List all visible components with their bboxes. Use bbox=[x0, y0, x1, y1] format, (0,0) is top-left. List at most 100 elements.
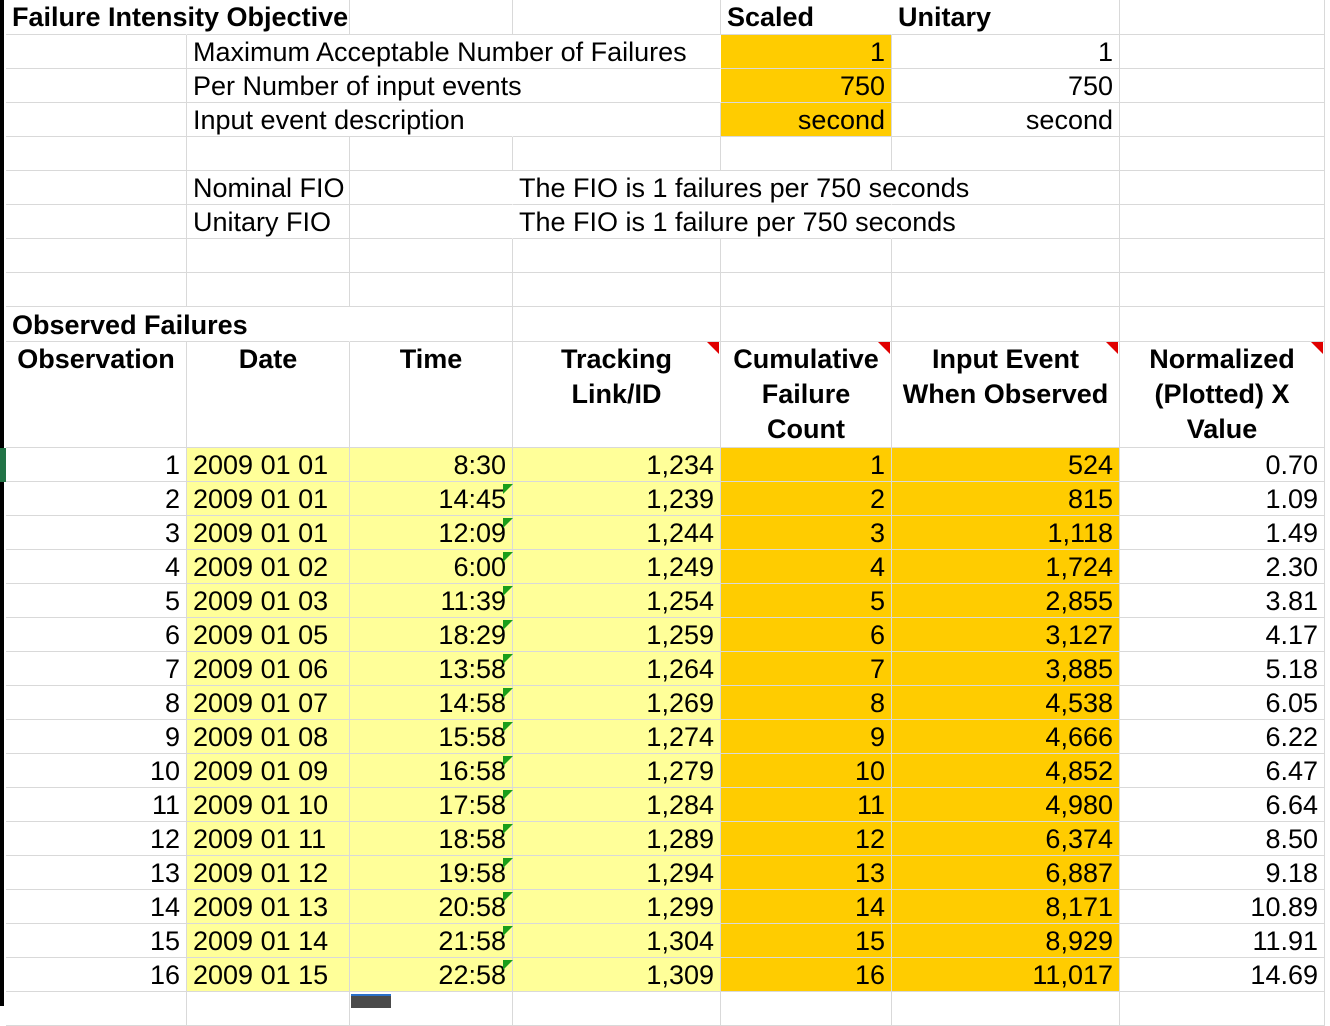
observation-time[interactable]: 21:58 bbox=[350, 924, 513, 958]
observation-number[interactable]: 3 bbox=[6, 516, 187, 550]
input-event-value[interactable]: 4,538 bbox=[892, 686, 1120, 720]
col-scaled-header[interactable]: Scaled bbox=[721, 0, 892, 35]
error-indicator-icon[interactable] bbox=[503, 654, 513, 664]
observation-time[interactable]: 8:30 bbox=[350, 448, 513, 482]
input-event-value[interactable]: 4,852 bbox=[892, 754, 1120, 788]
comment-marker-icon[interactable] bbox=[1311, 342, 1323, 354]
cell[interactable] bbox=[350, 171, 513, 205]
observation-number[interactable]: 13 bbox=[6, 856, 187, 890]
cumulative-failure-count[interactable]: 16 bbox=[721, 958, 892, 992]
cell[interactable] bbox=[721, 307, 892, 342]
input-event-value[interactable]: 4,980 bbox=[892, 788, 1120, 822]
cell[interactable] bbox=[513, 273, 721, 307]
observation-number[interactable]: 12 bbox=[6, 822, 187, 856]
error-indicator-icon[interactable] bbox=[503, 688, 513, 698]
cell[interactable] bbox=[892, 273, 1120, 307]
cumulative-failure-count[interactable]: 6 bbox=[721, 618, 892, 652]
fio-param-label[interactable]: Per Number of input events bbox=[187, 69, 721, 103]
error-indicator-icon[interactable] bbox=[503, 518, 513, 528]
cell[interactable] bbox=[1120, 171, 1325, 205]
observation-number[interactable]: 4 bbox=[6, 550, 187, 584]
observation-date[interactable]: 2009 01 09 bbox=[187, 754, 350, 788]
cell[interactable] bbox=[6, 171, 187, 205]
observation-time[interactable]: 18:29 bbox=[350, 618, 513, 652]
observation-number[interactable]: 1 bbox=[6, 448, 187, 482]
cell[interactable] bbox=[1120, 992, 1325, 1026]
cell[interactable] bbox=[721, 137, 892, 171]
cumulative-failure-count[interactable]: 3 bbox=[721, 516, 892, 550]
observation-time[interactable]: 12:09 bbox=[350, 516, 513, 550]
observation-date[interactable]: 2009 01 01 bbox=[187, 482, 350, 516]
cumulative-failure-count[interactable]: 5 bbox=[721, 584, 892, 618]
nominal-fio-label[interactable]: Nominal FIO bbox=[187, 171, 350, 205]
cell[interactable] bbox=[350, 137, 513, 171]
fio-unitary-value[interactable]: 1 bbox=[892, 35, 1120, 69]
normalized-x-value[interactable]: 6.47 bbox=[1120, 754, 1325, 788]
cell[interactable] bbox=[892, 307, 1120, 342]
cell[interactable] bbox=[350, 273, 513, 307]
cumulative-failure-count[interactable]: 15 bbox=[721, 924, 892, 958]
normalized-x-value[interactable]: 11.91 bbox=[1120, 924, 1325, 958]
cell[interactable] bbox=[6, 273, 187, 307]
cell[interactable] bbox=[350, 205, 513, 239]
observation-date[interactable]: 2009 01 01 bbox=[187, 516, 350, 550]
fio-title[interactable]: Failure Intensity Objective bbox=[6, 0, 348, 35]
header-input-event[interactable]: Input Event When Observed bbox=[892, 342, 1120, 448]
tracking-id[interactable]: 1,264 bbox=[513, 652, 721, 686]
cell[interactable] bbox=[892, 992, 1120, 1026]
normalized-x-value[interactable]: 9.18 bbox=[1120, 856, 1325, 890]
header-normalized[interactable]: Normalized (Plotted) X Value bbox=[1120, 342, 1325, 448]
cumulative-failure-count[interactable]: 9 bbox=[721, 720, 892, 754]
observation-date[interactable]: 2009 01 12 bbox=[187, 856, 350, 890]
cell[interactable] bbox=[513, 307, 721, 342]
tracking-id[interactable]: 1,234 bbox=[513, 448, 721, 482]
observation-date[interactable]: 2009 01 14 bbox=[187, 924, 350, 958]
cell[interactable] bbox=[721, 239, 892, 273]
error-indicator-icon[interactable] bbox=[503, 824, 513, 834]
cumulative-failure-count[interactable]: 11 bbox=[721, 788, 892, 822]
fio-param-label[interactable]: Input event description bbox=[187, 103, 513, 137]
error-indicator-icon[interactable] bbox=[503, 552, 513, 562]
normalized-x-value[interactable]: 3.81 bbox=[1120, 584, 1325, 618]
error-indicator-icon[interactable] bbox=[503, 960, 513, 970]
cell[interactable] bbox=[513, 239, 721, 273]
cell[interactable] bbox=[350, 239, 513, 273]
normalized-x-value[interactable]: 1.49 bbox=[1120, 516, 1325, 550]
observation-number[interactable]: 14 bbox=[6, 890, 187, 924]
error-indicator-icon[interactable] bbox=[503, 484, 513, 494]
normalized-x-value[interactable]: 6.22 bbox=[1120, 720, 1325, 754]
observation-time[interactable]: 14:58 bbox=[350, 686, 513, 720]
observation-number[interactable]: 7 bbox=[6, 652, 187, 686]
observation-number[interactable]: 15 bbox=[6, 924, 187, 958]
observation-time[interactable]: 17:58 bbox=[350, 788, 513, 822]
fio-param-label[interactable]: Maximum Acceptable Number of Failures bbox=[187, 35, 721, 69]
error-indicator-icon[interactable] bbox=[503, 722, 513, 732]
observation-number[interactable]: 9 bbox=[6, 720, 187, 754]
error-indicator-icon[interactable] bbox=[503, 756, 513, 766]
input-event-value[interactable]: 3,127 bbox=[892, 618, 1120, 652]
observation-time[interactable]: 16:58 bbox=[350, 754, 513, 788]
tracking-id[interactable]: 1,254 bbox=[513, 584, 721, 618]
cumulative-failure-count[interactable]: 2 bbox=[721, 482, 892, 516]
input-event-value[interactable]: 8,929 bbox=[892, 924, 1120, 958]
fio-unitary-value[interactable]: second bbox=[892, 103, 1120, 137]
cell[interactable] bbox=[513, 992, 721, 1026]
normalized-x-value[interactable]: 10.89 bbox=[1120, 890, 1325, 924]
cumulative-failure-count[interactable]: 1 bbox=[721, 448, 892, 482]
cell[interactable] bbox=[187, 239, 350, 273]
error-indicator-icon[interactable] bbox=[503, 926, 513, 936]
unitary-fio-text[interactable]: The FIO is 1 failure per 750 seconds bbox=[513, 205, 956, 239]
normalized-x-value[interactable]: 0.70 bbox=[1120, 448, 1325, 482]
observation-number[interactable]: 6 bbox=[6, 618, 187, 652]
tracking-id[interactable]: 1,309 bbox=[513, 958, 721, 992]
observation-number[interactable]: 5 bbox=[6, 584, 187, 618]
input-event-value[interactable]: 6,887 bbox=[892, 856, 1120, 890]
cell[interactable] bbox=[892, 171, 1120, 205]
tracking-id[interactable]: 1,259 bbox=[513, 618, 721, 652]
cell[interactable] bbox=[6, 137, 187, 171]
cumulative-failure-count[interactable]: 12 bbox=[721, 822, 892, 856]
normalized-x-value[interactable]: 6.05 bbox=[1120, 686, 1325, 720]
tracking-id[interactable]: 1,239 bbox=[513, 482, 721, 516]
header-tracking[interactable]: Tracking Link/ID bbox=[513, 342, 721, 448]
cell[interactable] bbox=[1120, 0, 1325, 35]
